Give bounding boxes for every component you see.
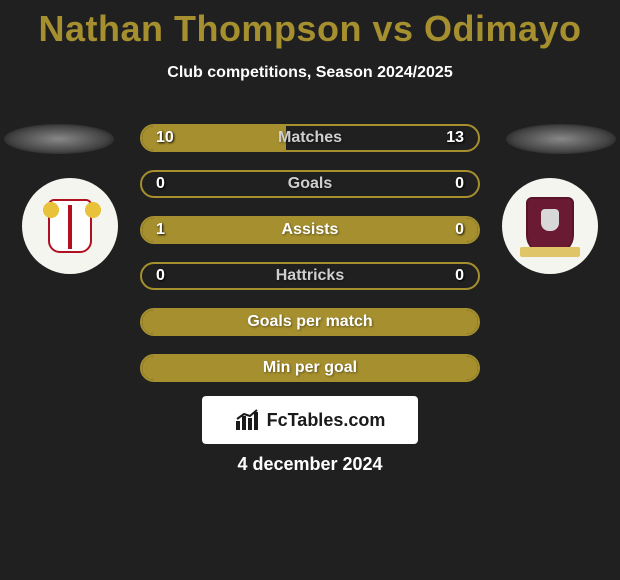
stat-row-assists: 10Assists [140, 216, 480, 244]
stat-row-hattricks: 00Hattricks [140, 262, 480, 290]
stat-label: Assists [142, 221, 478, 239]
halo-right [506, 124, 616, 154]
brand-text: FcTables.com [267, 410, 386, 431]
stat-row-matches: 1013Matches [140, 124, 480, 152]
northampton-crest [526, 197, 574, 255]
stevenage-crest [48, 199, 92, 253]
stat-row-goals-per-match: Goals per match [140, 308, 480, 336]
stat-label: Goals [142, 175, 478, 193]
page-title: Nathan Thompson vs Odimayo [0, 0, 620, 50]
stat-label: Min per goal [142, 359, 478, 377]
chart-icon [235, 409, 261, 431]
crest-flourish-icon [37, 195, 107, 245]
brand-badge: FcTables.com [202, 396, 418, 444]
stat-label: Goals per match [142, 313, 478, 331]
subtitle: Club competitions, Season 2024/2025 [0, 64, 620, 82]
date-text: 4 december 2024 [0, 454, 620, 475]
halo-left [4, 124, 114, 154]
stat-row-min-per-goal: Min per goal [140, 354, 480, 382]
stats-bars: 1013Matches 00Goals 10Assists 00Hattricks Go… [140, 124, 480, 400]
crest-right [502, 178, 598, 274]
crest-left [22, 178, 118, 274]
stat-label: Hattricks [142, 267, 478, 285]
stat-label: Matches [142, 129, 478, 147]
stat-row-goals: 00Goals [140, 170, 480, 198]
